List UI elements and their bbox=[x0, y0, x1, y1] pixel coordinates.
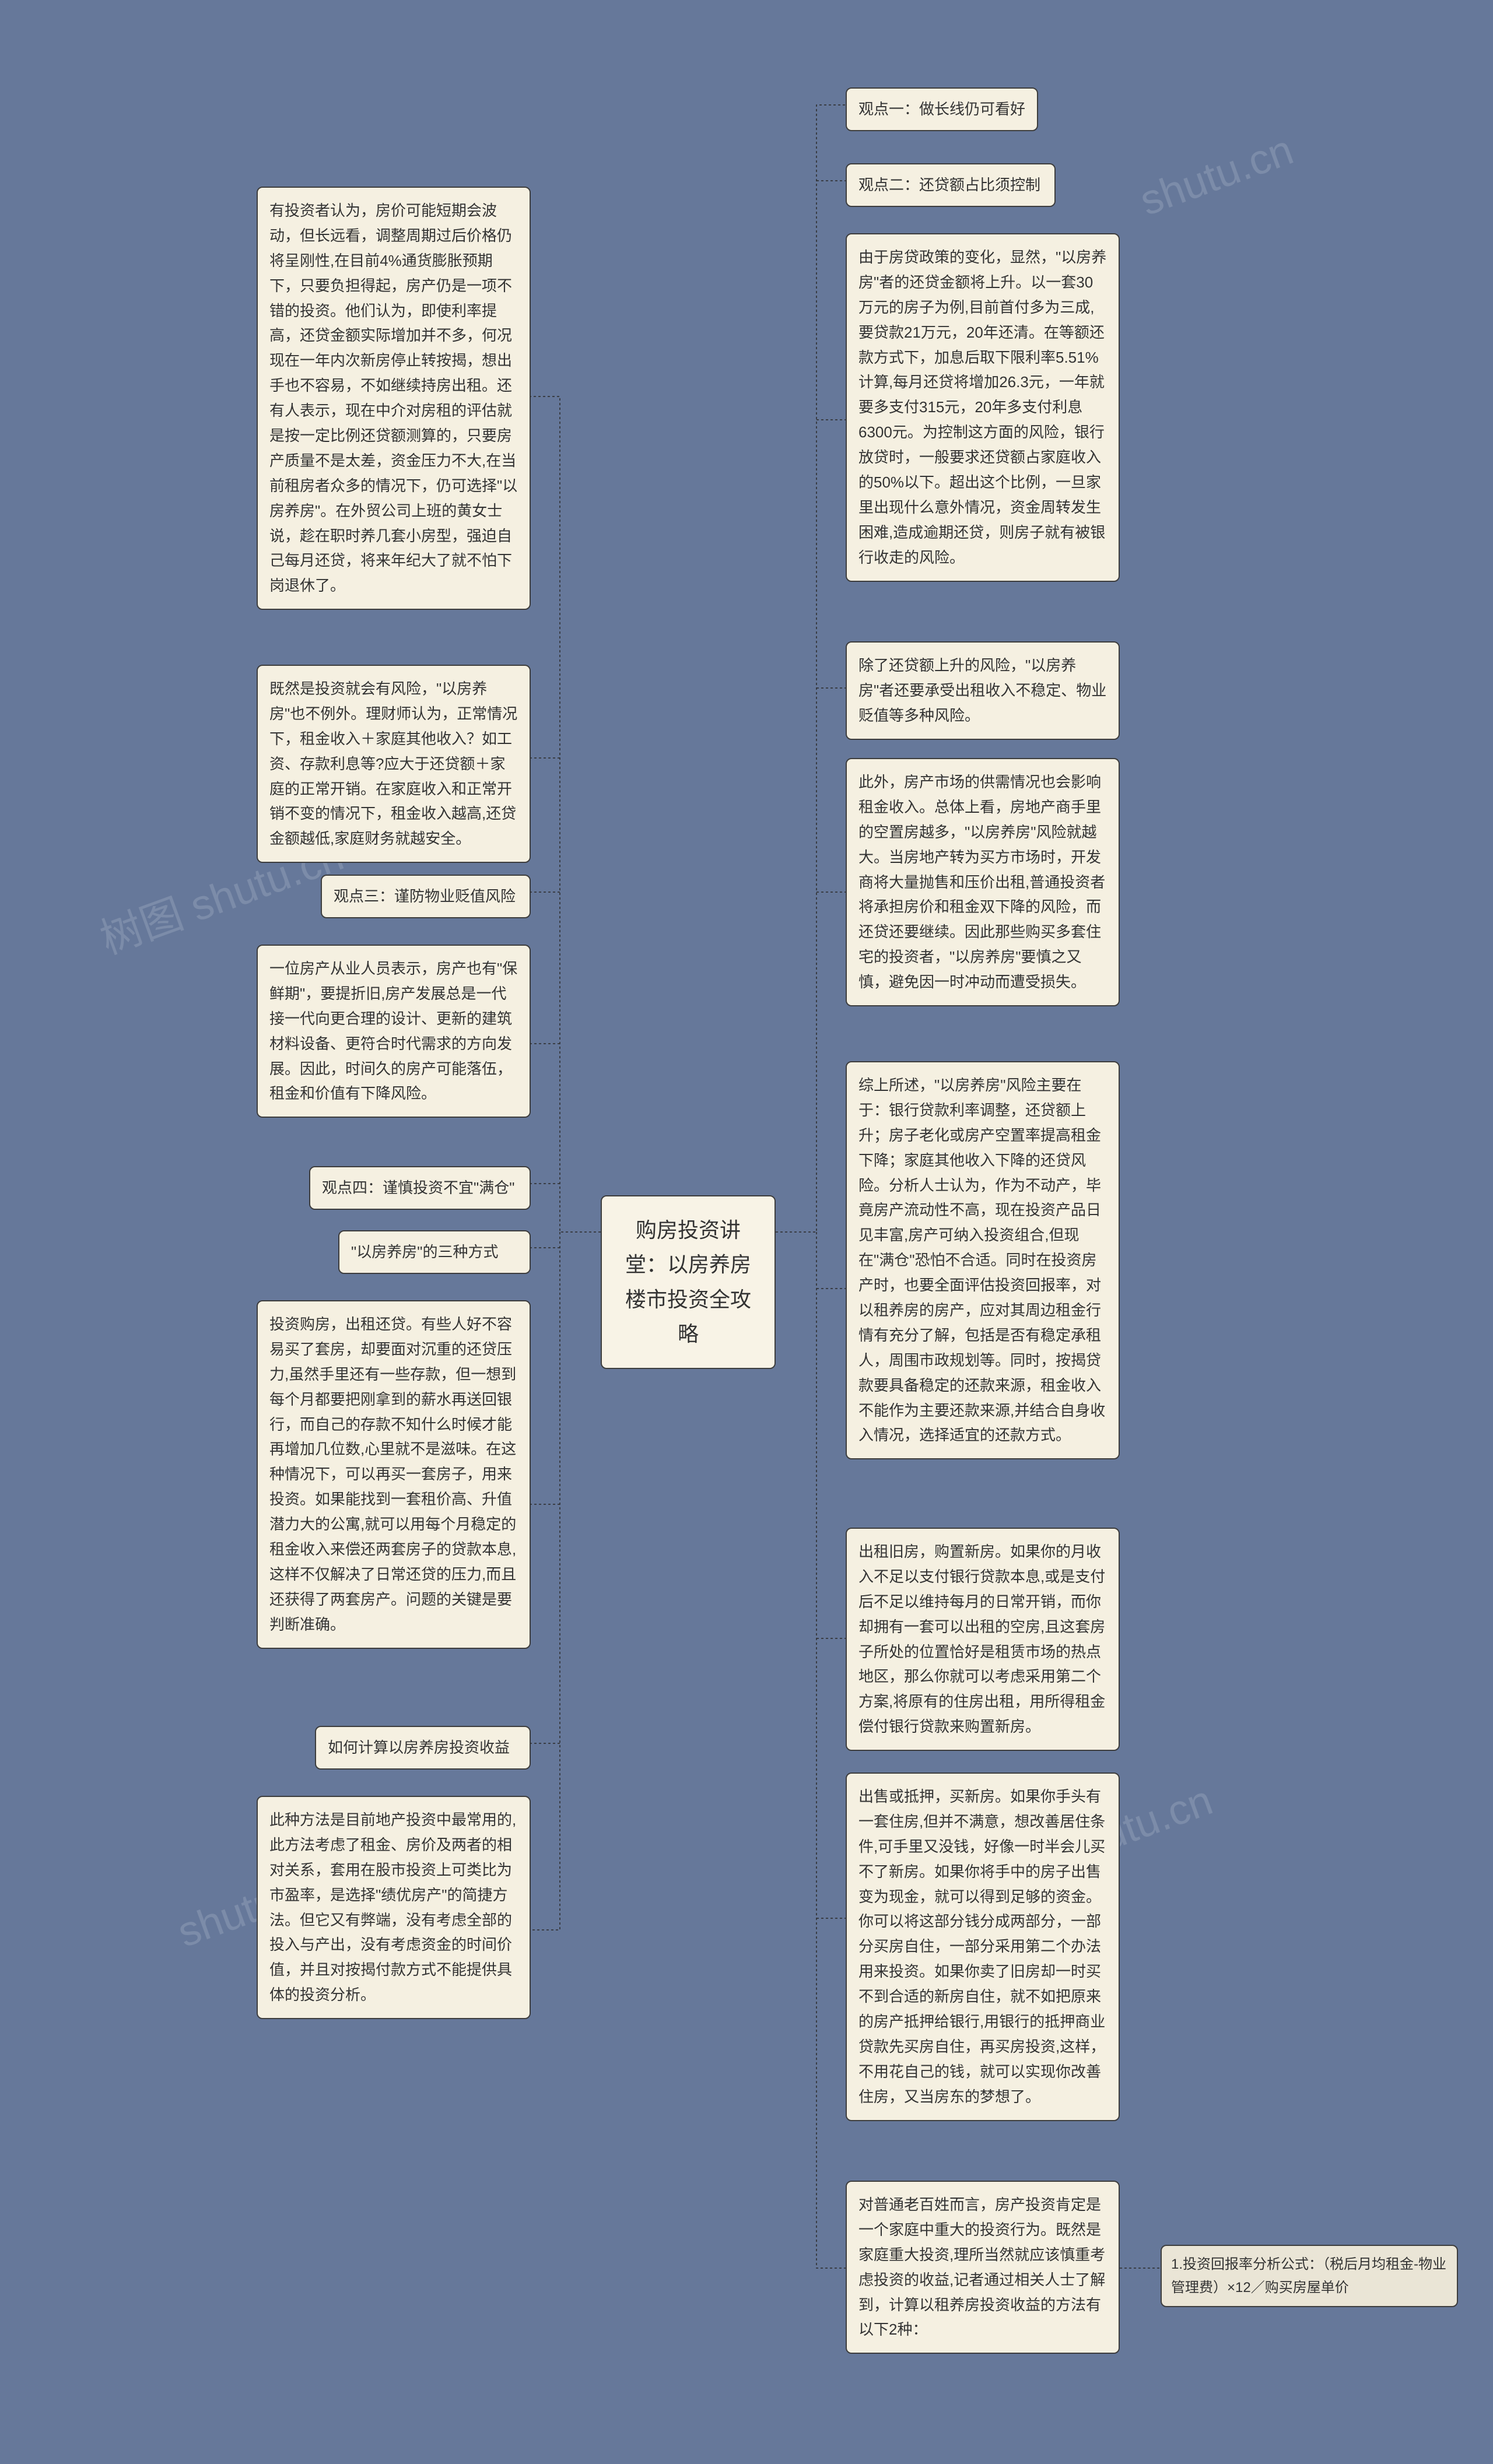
right-node-8: 出售或抵押，买新房。如果你手头有一套住房,但并不满意，想改善居住条件,可手里又没… bbox=[846, 1772, 1120, 2121]
left-node-9: 此种方法是目前地产投资中最常用的,此方法考虑了租金、房价及两者的相对关系，套用在… bbox=[257, 1796, 531, 2019]
left-node-2: 既然是投资就会有风险，"以房养房"也不例外。理财师认为，正常情况下，租金收入＋家… bbox=[257, 665, 531, 863]
right-node-6: 综上所述，"以房养房"风险主要在于：银行贷款利率调整，还贷额上升；房子老化或房产… bbox=[846, 1061, 1120, 1459]
left-node-1: 有投资者认为，房价可能短期会波动，但长远看，调整周期过后价格仍将呈刚性,在目前4… bbox=[257, 187, 531, 610]
left-node-3: 观点三：谨防物业贬值风险 bbox=[321, 875, 531, 918]
left-node-6: "以房养房"的三种方式 bbox=[338, 1230, 531, 1274]
right-node-3: 由于房贷政策的变化，显然，"以房养房"者的还贷金额将上升。以一套30万元的房子为… bbox=[846, 233, 1120, 582]
left-node-7: 投资购房，出租还贷。有些人好不容易买了套房，却要面对沉重的还贷压力,虽然手里还有… bbox=[257, 1300, 531, 1649]
left-node-8: 如何计算以房养房投资收益 bbox=[315, 1726, 531, 1770]
right-node-2: 观点二：还贷额占比须控制 bbox=[846, 163, 1056, 207]
center-title-line1: 购房投资讲堂：以房养房 bbox=[621, 1213, 756, 1282]
right-node-5: 此外，房产市场的供需情况也会影响租金收入。总体上看，房地产商手里的空置房越多，"… bbox=[846, 758, 1120, 1006]
center-node: 购房投资讲堂：以房养房 楼市投资全攻略 bbox=[601, 1195, 776, 1369]
farright-node: 1.投资回报率分析公式：（税后月均租金-物业管理费）×12／购买房屋单价 bbox=[1161, 2245, 1458, 2307]
right-node-1: 观点一：做长线仍可看好 bbox=[846, 87, 1038, 131]
watermark: shutu.cn bbox=[1134, 126, 1299, 225]
right-node-7: 出租旧房，购置新房。如果你的月收入不足以支付银行贷款本息,或是支付后不足以维持每… bbox=[846, 1528, 1120, 1751]
right-node-4: 除了还贷额上升的风险，"以房养房"者还要承受出租收入不稳定、物业贬值等多种风险。 bbox=[846, 641, 1120, 740]
left-node-5: 观点四：谨慎投资不宜"满仓" bbox=[309, 1166, 531, 1210]
center-title-line2: 楼市投资全攻略 bbox=[621, 1282, 756, 1352]
right-node-9: 对普通老百姓而言，房产投资肯定是一个家庭中重大的投资行为。既然是家庭重大投资,理… bbox=[846, 2181, 1120, 2354]
left-node-4: 一位房产从业人员表示，房产也有"保鲜期"，要提折旧,房产发展总是一代接一代向更合… bbox=[257, 945, 531, 1118]
